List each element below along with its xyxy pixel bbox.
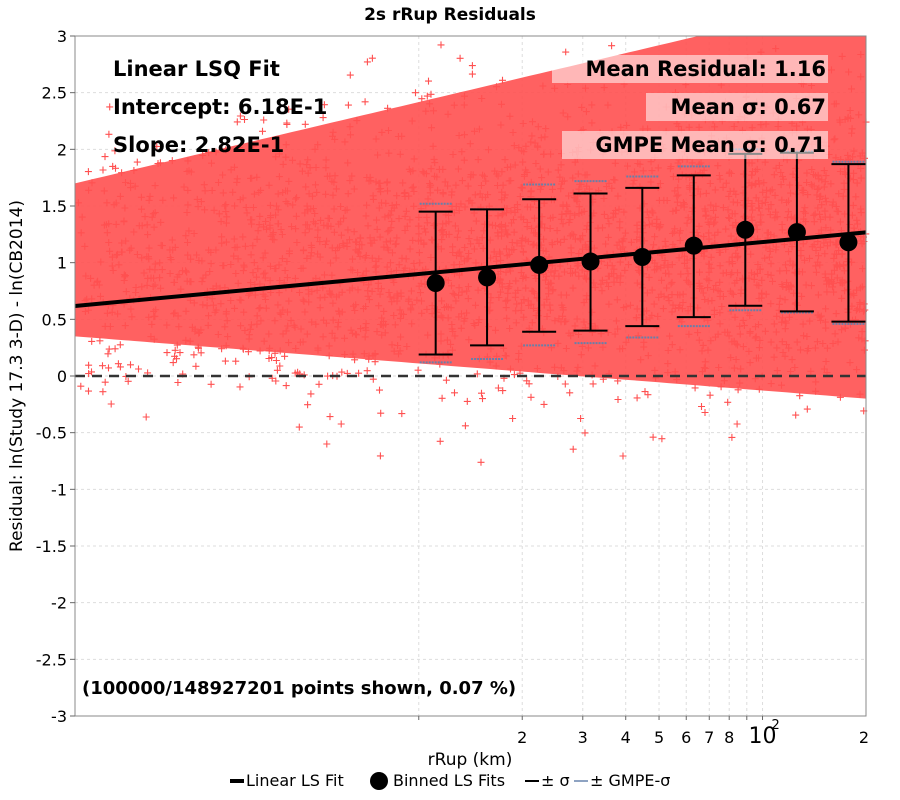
legend-entry: ± GMPE-σ: [574, 771, 670, 790]
y-axis-label: Residual: ln(Study 17.3 3-D) - ln(CB2014…: [7, 200, 27, 552]
y-tick-label: 1.5: [42, 197, 67, 216]
binned-fit: [831, 160, 866, 325]
legend-entry: Linear LS Fit: [230, 771, 344, 790]
x-tick-label: 3: [578, 728, 588, 747]
x-tick-label: 10: [749, 724, 777, 749]
binned-fits: [418, 148, 866, 364]
binned-fit: [676, 165, 711, 328]
legend-entry: ± σ: [525, 771, 570, 790]
bin-mean-point: [633, 248, 652, 266]
scatter-density-region: [75, 36, 866, 399]
y-tick-label: 2.5: [42, 84, 67, 103]
legend-label: ± GMPE-σ: [590, 771, 670, 790]
bin-mean-point: [530, 255, 549, 274]
y-tick-label: -2.5: [36, 650, 67, 669]
x-tick-label: 8: [724, 728, 734, 747]
x-tick-label: 6: [681, 728, 691, 747]
scatter-crosses: [74, 41, 870, 466]
y-tick-label: 0: [57, 367, 67, 386]
binned-fit: [522, 183, 557, 347]
mean-residual-box: [552, 55, 828, 83]
fit-annotations: Linear LSQ Fit Intercept: 6.18E-1 Slope:…: [82, 55, 828, 699]
mean-sigma-box: [646, 93, 828, 121]
legend-circle-swatch: [370, 772, 388, 790]
fit-line: [74, 230, 867, 308]
y-tick-label: -1: [51, 480, 67, 499]
mean-residual-label: Mean Residual: 1.16: [585, 57, 826, 81]
grid-lines: [75, 35, 866, 717]
y-tick-label: -2: [51, 594, 67, 613]
x-tick-label: 5: [654, 728, 664, 747]
bin-mean-point: [736, 220, 755, 239]
y-tick-label: 1: [57, 254, 67, 273]
bin-mean-point: [426, 274, 445, 293]
bin-mean-point: [839, 233, 858, 252]
linear-fit-line: [74, 230, 867, 308]
x-tick-label: 7: [704, 728, 714, 747]
y-tick-label: -3: [51, 707, 67, 726]
gmpe-mean-sigma-label: GMPE Mean σ: 0.71: [595, 133, 826, 157]
y-tick-label: -1.5: [36, 537, 67, 556]
points-shown-label: (100000/148927201 points shown, 0.07 %): [82, 678, 516, 699]
x-tick-label: 4: [621, 728, 631, 747]
y-tick-label: 3: [57, 27, 67, 46]
y-tick-label: 2: [57, 140, 67, 159]
x-tick-label: 2: [517, 728, 527, 747]
binned-fit: [470, 208, 505, 360]
intercept-label: Intercept: 6.18E-1: [113, 95, 327, 119]
binned-fit: [418, 202, 453, 364]
gmpe-mean-sigma-box: [562, 131, 828, 159]
slope-label: Slope: 2.82E-1: [113, 133, 284, 157]
scatter-points: [74, 36, 870, 466]
legend: Linear LS Fit Binned LS Fits ± σ ± GMPE-σ: [230, 771, 670, 790]
y-tick-label: -0.5: [36, 424, 67, 443]
legend-label: ± σ: [541, 771, 570, 790]
fit-title-label: Linear LSQ Fit: [113, 57, 280, 81]
bin-mean-point: [478, 268, 497, 287]
mean-sigma-label: Mean σ: 0.67: [671, 95, 826, 119]
y-axis-ticks: -3 -2.5 -2 -1.5 -1 -0.5 0 0.5 1 1.5 2 2.5 3: [36, 27, 75, 726]
binned-fit: [573, 180, 608, 345]
y-tick-label: 0.5: [42, 310, 67, 329]
legend-label: Binned LS Fits: [393, 771, 505, 790]
legend-label: Linear LS Fit: [246, 771, 344, 790]
bin-mean-point: [684, 236, 703, 255]
x-tick-exponent: 2: [772, 718, 780, 733]
binned-fit: [625, 175, 660, 339]
x-tick-label: 2: [859, 728, 869, 747]
legend-entry: Binned LS Fits: [370, 771, 505, 790]
bin-mean-point: [581, 252, 600, 271]
x-axis-label: rRup (km): [428, 750, 513, 770]
chart-title: 2s rRup Residuals: [364, 5, 536, 25]
bin-mean-point: [787, 223, 806, 242]
